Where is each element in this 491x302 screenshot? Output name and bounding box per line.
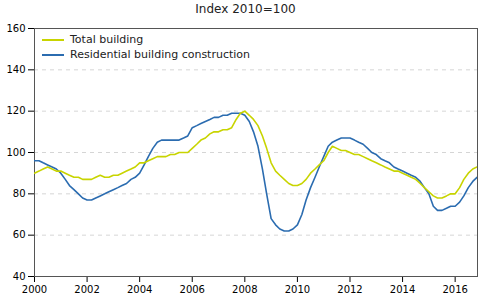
html-text:Index 2010=100: Index 2010=100 <box>195 2 296 16</box>
svg-text:2006: 2006 <box>180 284 205 295</box>
svg-text:60: 60 <box>13 229 26 240</box>
svg-text:160: 160 <box>6 23 25 34</box>
html-text:Total building: Total building <box>70 33 144 46</box>
svg-text:2004: 2004 <box>127 284 152 295</box>
svg-text:2002: 2002 <box>74 284 99 295</box>
html-text:Residential building construct: Residential building construction <box>70 48 251 61</box>
svg-text:100: 100 <box>6 147 25 158</box>
svg-text:40: 40 <box>13 271 26 282</box>
svg-text:2016: 2016 <box>442 284 467 295</box>
svg-text:2014: 2014 <box>390 284 415 295</box>
svg-text:2012: 2012 <box>337 284 362 295</box>
svg-text:80: 80 <box>13 188 26 199</box>
svg-text:2008: 2008 <box>232 284 257 295</box>
svg-text:120: 120 <box>6 105 25 116</box>
svg-text:140: 140 <box>6 64 25 75</box>
svg-text:2010: 2010 <box>285 284 310 295</box>
svg-text:2000: 2000 <box>22 284 47 295</box>
